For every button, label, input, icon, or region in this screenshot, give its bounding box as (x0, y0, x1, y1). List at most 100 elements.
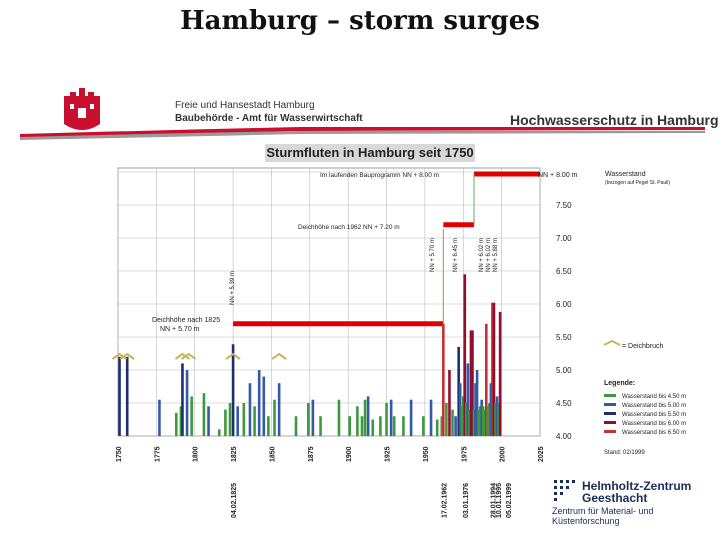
chart-bar (461, 396, 465, 436)
legend-label: Wasserstand bis 5.50 m (622, 412, 686, 418)
hamburg-coat-of-arms-icon (64, 88, 100, 130)
y-tick-label: 4.50 (556, 399, 572, 408)
chart-bar (497, 403, 500, 436)
chart-bar (495, 396, 499, 436)
legend-label: Wasserstand bis 6.50 m (622, 430, 686, 436)
chart-bar (389, 399, 393, 436)
y-axis-title: Wasserstand (605, 171, 646, 178)
chart-bar (273, 399, 276, 436)
chart-bar (175, 412, 178, 436)
deichbruch-legend-icon (603, 339, 621, 346)
legend-swatch (604, 394, 616, 397)
chart-legend: Wasserstand bis 4.50 m Wasserstand bis 5.… (604, 394, 686, 436)
deichbruch-marker-icon (225, 352, 241, 360)
bauprogramm-label: Im laufenden Bauprogramm NN + 8.00 m (320, 172, 439, 179)
chart-bar (277, 383, 281, 436)
chart-bar (477, 409, 480, 436)
chart-bar (118, 356, 121, 436)
chart-bar (454, 416, 457, 436)
chart-bar (478, 406, 482, 436)
chart-bars (118, 274, 502, 436)
chart-bar (422, 416, 425, 436)
x-tick-label: 1900 (346, 446, 353, 462)
chart-bar (294, 416, 298, 436)
x-tick-label: 1925 (385, 446, 392, 462)
chart-bar (440, 416, 444, 436)
chart-bar (371, 419, 375, 436)
header-swoosh-grey (20, 131, 705, 140)
x-tick-label: 1850 (269, 446, 276, 462)
chart-bar (469, 330, 473, 436)
chart-bar (179, 406, 183, 436)
legend-swatch (604, 412, 616, 415)
event-date-label: 03.01.1976 (463, 483, 470, 518)
hzg-subtitle: Zentrum für Material- und Küstenforschun… (552, 506, 654, 526)
y-tick-label: 5.00 (556, 366, 572, 375)
chart-bar (337, 399, 341, 436)
y-tick-label: 7.00 (556, 234, 572, 243)
deichbruch-marker-icon (119, 352, 135, 360)
chart-bar (489, 383, 493, 436)
y-tick-label: 7.50 (556, 201, 572, 210)
legend-title: Legende: (604, 380, 635, 387)
slide-title: Hamburg – storm surges (180, 6, 540, 36)
org-line-1: Freie und Hansestadt Hamburg (175, 100, 315, 111)
chart-bar (356, 406, 359, 436)
x-tick-label: 1950 (423, 446, 430, 462)
x-tick-label: 1825 (231, 446, 238, 462)
nn645-label: NN + 6.45 m (453, 238, 459, 272)
deichbruch-markers (111, 352, 287, 360)
org-line-2: Baubehörde - Amt für Wasserwirtschaft (175, 113, 363, 124)
chart-bar (466, 363, 470, 436)
x-tick-label: 1975 (461, 446, 468, 462)
y-axis-subtitle: (bezogen auf Pegel St. Pauli) (605, 180, 670, 186)
x-tick-label: 2000 (500, 446, 507, 462)
dike-1825-label: Deichhöhe nach 1825 (152, 317, 220, 324)
chart-bar (228, 403, 232, 436)
chart-bar (445, 403, 448, 436)
chart-bar (486, 406, 490, 436)
chart-bar (262, 376, 266, 436)
legend-label: Wasserstand bis 4.50 m (622, 394, 686, 400)
nn588-label: NN + 5.88 m (493, 238, 499, 272)
chart-bar (392, 416, 396, 436)
chart-bar (202, 393, 206, 436)
chart-bar (468, 409, 471, 436)
dike-1962-label: Deichhöhe nach 1962 NN + 7.20 m (298, 224, 400, 231)
chart-bar (402, 416, 405, 436)
nn570-label: NN + 5.70 m (430, 238, 436, 272)
chart-bar (480, 399, 483, 436)
legend-swatch (604, 421, 616, 424)
chart-bar (492, 302, 496, 436)
y-tick-label: 5.50 (556, 333, 572, 342)
deichbruch-legend-label: = Deichbruch (622, 343, 664, 350)
chart-bar (451, 409, 454, 436)
chart-bar (491, 302, 494, 436)
nn602a-label: NN + 6.02 m (479, 238, 485, 272)
stand-label: Stand: 02/1999 (604, 450, 645, 456)
chart-bar (236, 406, 239, 436)
chart-bar (429, 399, 433, 436)
nn539-label: NN + 5.39 m (230, 271, 236, 305)
chart-bar (125, 356, 129, 436)
chart-bar (319, 416, 322, 436)
dike-1825-value: NN + 5.70 m (160, 326, 200, 333)
chart-bar (471, 330, 474, 436)
chart-bar (379, 416, 382, 436)
chart-bar (484, 323, 488, 436)
chart-bar (465, 403, 468, 436)
chart-bar (363, 399, 367, 436)
chart-bar (366, 396, 370, 436)
hzg-name-line-1: Helmholtz-Zentrum (582, 479, 692, 493)
chart-bar (242, 403, 246, 436)
chart-bar (158, 399, 161, 436)
chart-banner-title: Sturmfluten in Hamburg seit 1750 (265, 144, 475, 162)
y-tick-label: 4.00 (556, 432, 572, 441)
chart-bar (385, 403, 388, 436)
chart-bar (442, 323, 445, 436)
chart-bar (448, 370, 451, 436)
y-tick-label: 6.50 (556, 267, 572, 276)
legend-swatch (604, 430, 616, 433)
chart-bar (224, 409, 227, 436)
